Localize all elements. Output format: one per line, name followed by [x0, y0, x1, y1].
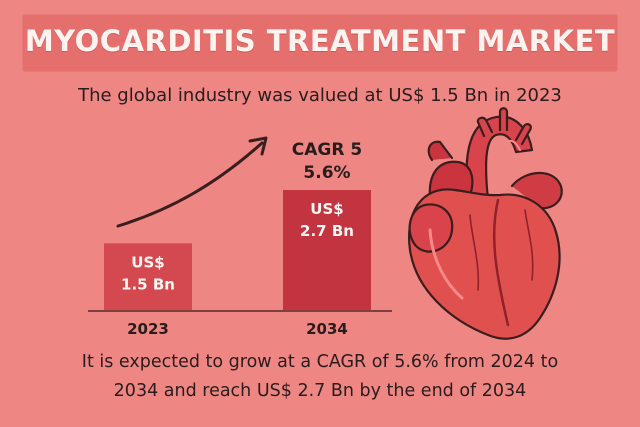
footer-line-2: 2034 and reach US$ 2.7 Bn by the end of … [113, 381, 527, 401]
heart-illustration [408, 107, 563, 340]
cagr-callout-line1: CAGR 5 [292, 140, 362, 160]
footer-text: It is expected to grow at a CAGR of 5.6%… [40, 348, 600, 406]
growth-arrow-icon [116, 136, 268, 228]
bar-2023-label-value: 1.5 Bn [121, 275, 175, 293]
bar-2034-label-currency: US$ [310, 200, 343, 218]
bar-2023-label-currency: US$ [131, 253, 164, 271]
bar-2034-label-value: 2.7 Bn [300, 222, 354, 240]
page-title: MYOCARDITIS TREATMENT MARKET [24, 24, 616, 58]
footer-line-1: It is expected to grow at a CAGR of 5.6%… [81, 352, 559, 372]
x-tick-label-2034: 2034 [306, 320, 348, 338]
title-band [22, 14, 618, 72]
bar-2023 [104, 243, 192, 310]
page-subtitle: The global industry was valued at US$ 1.… [78, 85, 562, 106]
cagr-callout-line2: 5.6% [303, 163, 350, 183]
x-tick-label-2023: 2023 [127, 320, 169, 338]
bar-2034 [283, 190, 371, 310]
